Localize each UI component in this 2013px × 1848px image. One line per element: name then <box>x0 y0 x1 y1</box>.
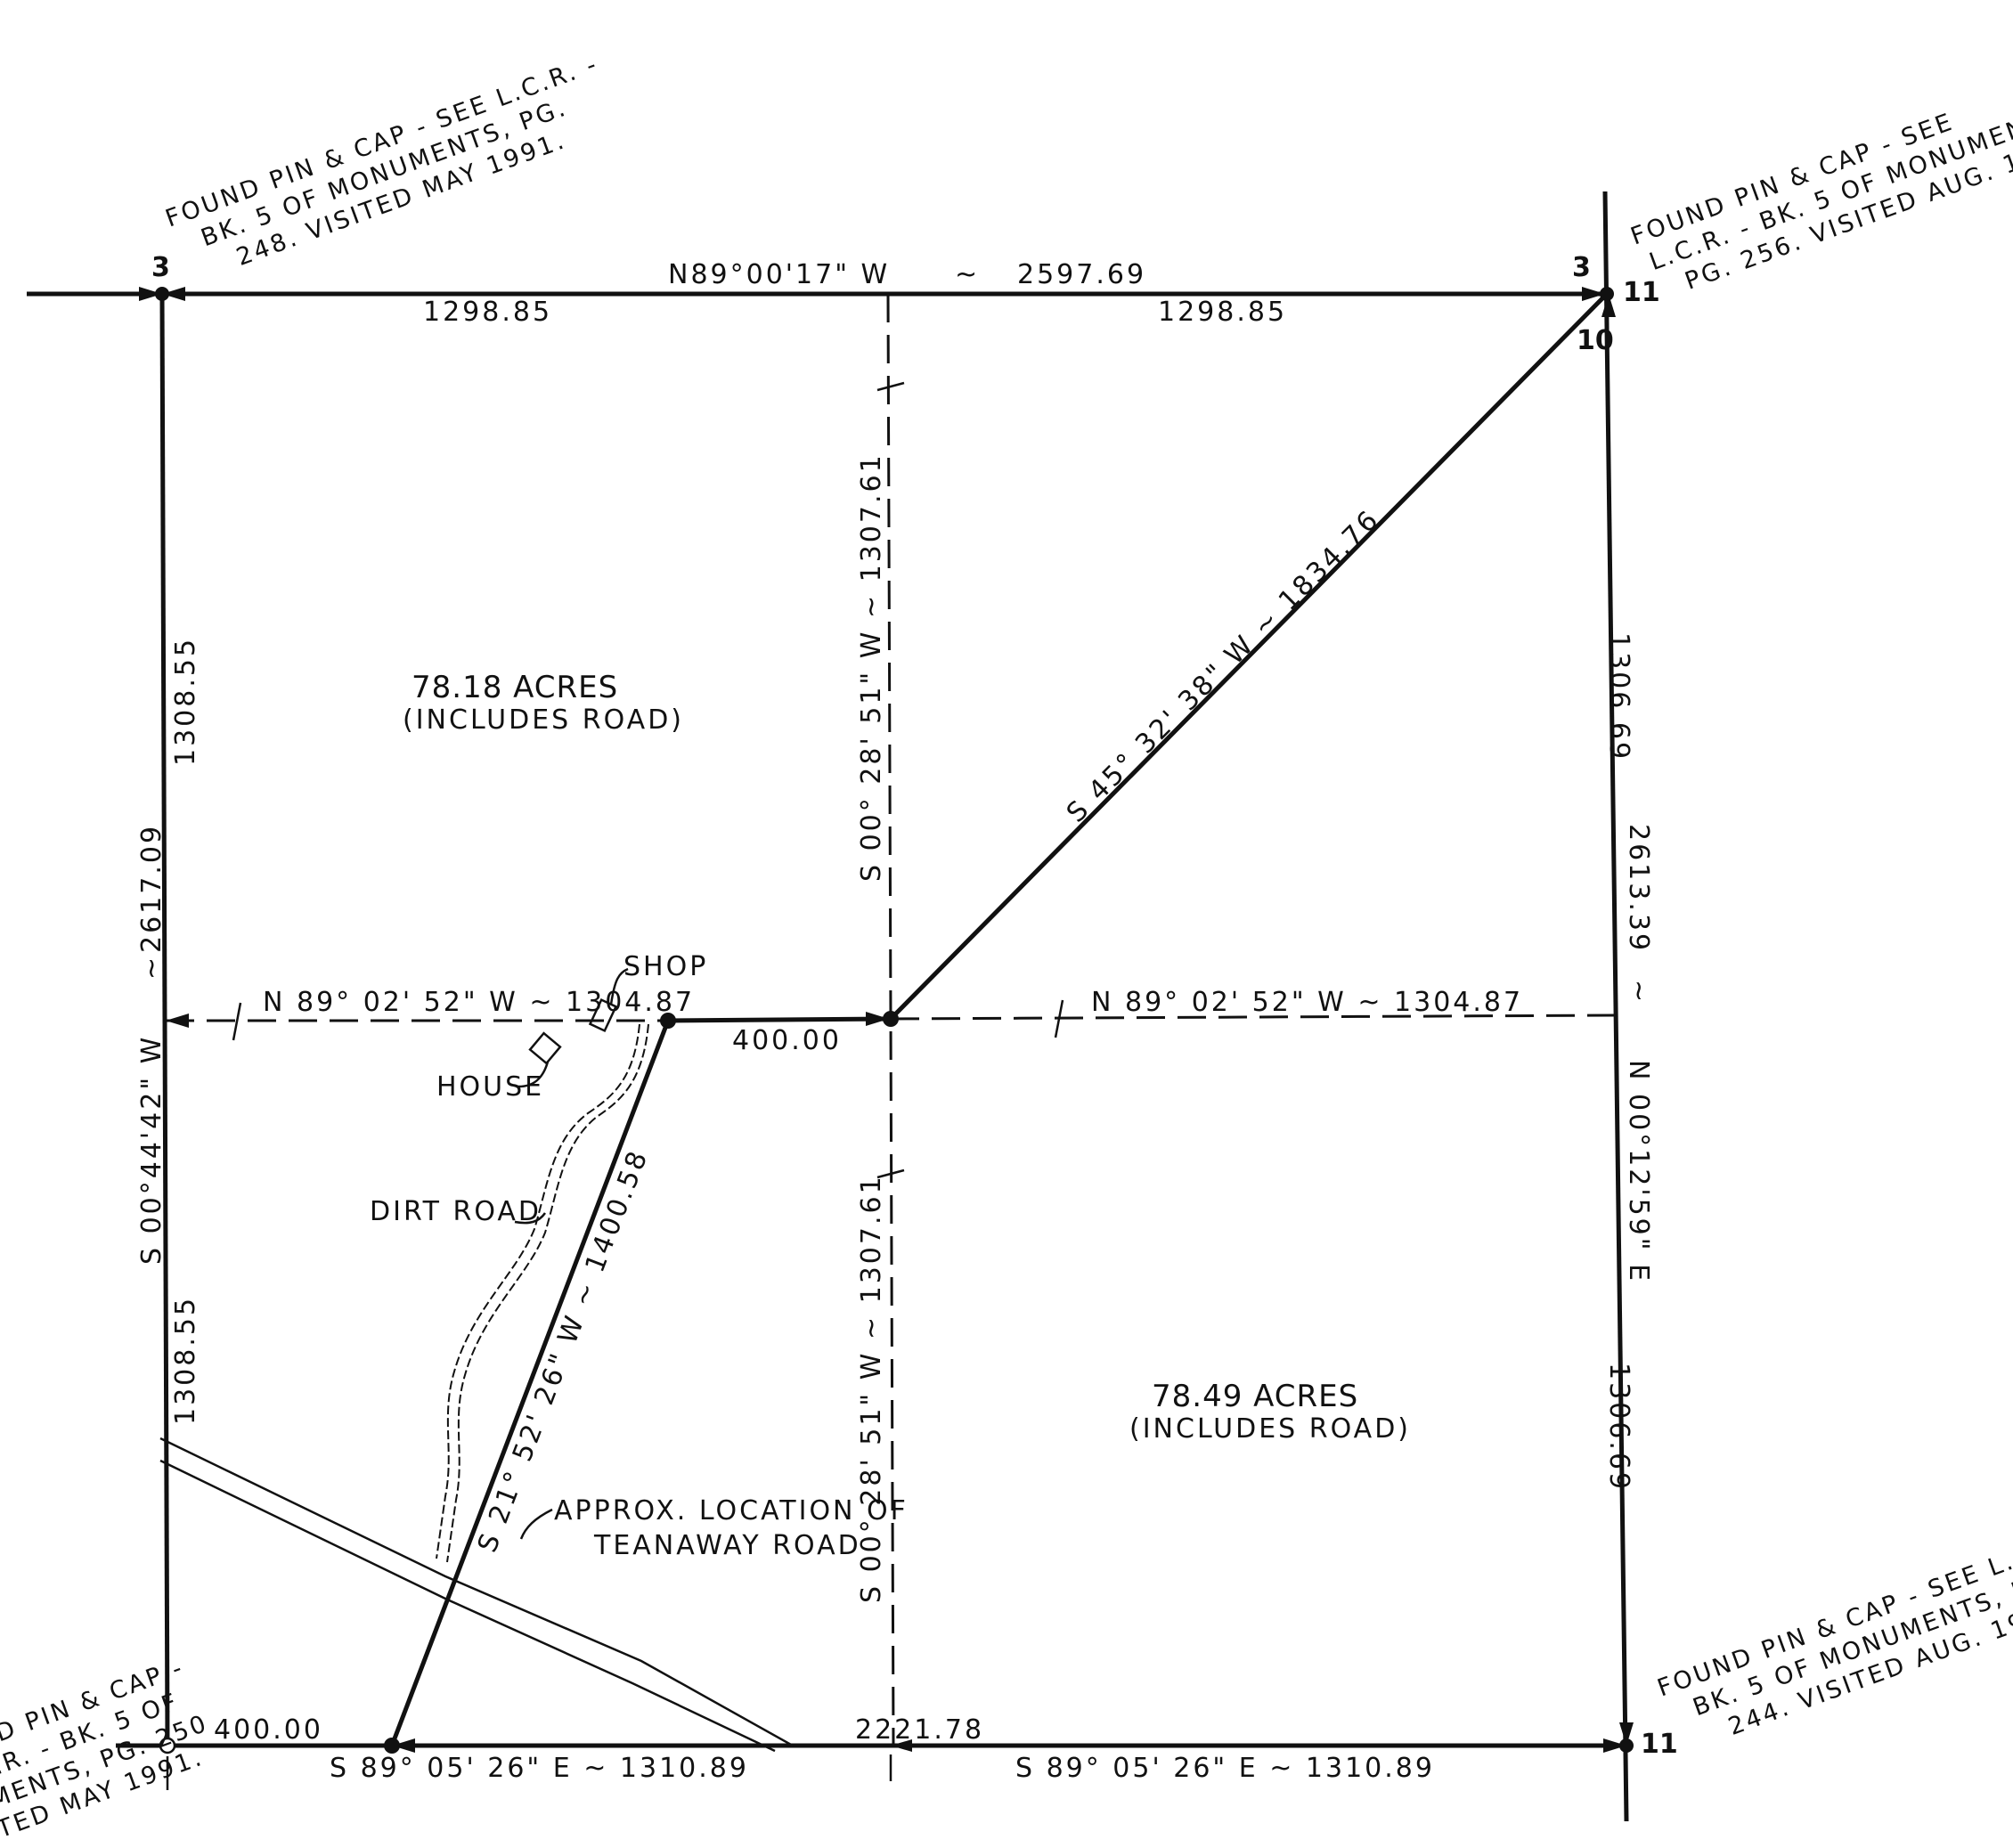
arrowhead-sw-east <box>392 1738 415 1753</box>
se-corner-monument <box>1619 1738 1634 1753</box>
south-line-west-offset: 400.00 <box>214 1714 323 1746</box>
west-line-north-half: 1308.55 <box>170 637 201 766</box>
section-number-ne-left: 3 <box>1572 252 1591 283</box>
arrowhead-nw-west <box>139 287 162 301</box>
north-south-center-line <box>886 293 895 1746</box>
offset-point-south <box>384 1738 400 1754</box>
section-number-nw: 3 <box>151 252 170 283</box>
east-boundary-line <box>1602 191 1629 1822</box>
shop-leader <box>609 967 629 1005</box>
south-parcel-note: (INCLUDES ROAD) <box>1129 1413 1411 1445</box>
north-line-east-half: 1298.85 <box>1158 297 1287 328</box>
west-boundary-line <box>159 293 170 1746</box>
west-line-south-half: 1308.55 <box>170 1296 201 1425</box>
teanaway-label-line-2: TEANAWAY ROAD <box>593 1530 861 1561</box>
east-line-bearing: N 00°12'59" E <box>1623 1060 1654 1283</box>
center-offset-distance: 400.00 <box>732 1025 842 1056</box>
nw-corner-monument <box>155 287 169 301</box>
west-line-bearing: S 00°44'42" W <box>136 1035 167 1265</box>
arrowhead-nw-east <box>162 287 185 301</box>
section-number-ne-below: 10 <box>1577 325 1614 356</box>
arrowhead-center-south <box>891 1739 912 1752</box>
south-line-east-bearing: S 89° 05' 26" E ~ 1310.89 <box>1015 1753 1435 1784</box>
dirt-road-label: DIRT ROAD <box>370 1196 542 1227</box>
dirt-road <box>436 1023 640 1559</box>
diagonal-division-line <box>889 292 1609 1021</box>
section-number-se: 11 <box>1641 1729 1678 1760</box>
ne-corner-note: FOUND PIN & CAP - SEE L.C.R. - BK. 5 OF … <box>1627 66 2013 307</box>
north-parcel-acres: 78.18 ACRES <box>412 670 618 705</box>
center-offset-line <box>667 1016 892 1023</box>
tick-mark <box>1054 999 1064 1038</box>
north-parcel-note: (INCLUDES ROAD) <box>403 704 684 736</box>
dirt-road-leader <box>514 1212 547 1225</box>
tick-mark <box>232 1002 242 1041</box>
house-structure <box>528 1031 562 1065</box>
teanaway-label-line-1: APPROX. LOCATION OF <box>554 1495 909 1526</box>
section-number-ne-right: 11 <box>1623 277 1660 308</box>
north-line-west-half: 1298.85 <box>423 297 552 328</box>
tick-mark <box>876 1168 905 1179</box>
offset-point-north <box>660 1013 676 1029</box>
teanaway-leader <box>519 1508 553 1540</box>
arrowhead-se-west <box>1603 1738 1626 1753</box>
west-line-sep: ~ <box>136 955 167 980</box>
arrowhead-west-center <box>166 1014 189 1028</box>
east-line-sep: ~ <box>1623 980 1654 1005</box>
east-line-distance: 2613.39 <box>1623 824 1654 953</box>
southwest-division-line <box>389 1020 671 1746</box>
east-line-north-half: 1306.69 <box>1603 632 1634 761</box>
teanaway-road-edge <box>159 1459 776 1753</box>
north-line-distance: 2597.69 <box>1017 259 1146 290</box>
center-line-south-bearing: S 00° 28' 51" W ~ 1307.61 <box>856 1174 887 1603</box>
shop-label: SHOP <box>623 951 708 982</box>
south-line-center-distance: 2221.78 <box>855 1714 984 1746</box>
west-line-distance: 2617.09 <box>136 824 167 953</box>
sw-corner-monument <box>159 1737 176 1754</box>
teanaway-road <box>159 1437 794 1747</box>
arrowhead-center <box>866 1012 889 1026</box>
arrowhead-ne-south <box>1601 294 1616 317</box>
north-line-sep: ~ <box>955 259 980 290</box>
tick-mark <box>876 381 905 392</box>
east-line-south-half: 1306.69 <box>1603 1363 1634 1492</box>
house-leader <box>518 1061 550 1088</box>
shop-structure <box>588 997 618 1033</box>
teanaway-road-label: APPROX. LOCATION OF TEANAWAY ROAD <box>554 1495 919 1561</box>
ne-corner-monument <box>1600 287 1614 301</box>
nw-corner-note: FOUND PIN & CAP - SEE L.C.R. - BK. 5 OF … <box>162 46 633 289</box>
south-parcel-acres: 78.49 ACRES <box>1152 1379 1358 1414</box>
diagonal-line-bearing: S 45° 32' 38" W ~ 1834.76 <box>1061 503 1386 828</box>
sw-corner-note: FOUND PIN & CAP - SEE L.C.R. - BK. 5 OF … <box>0 1649 232 1848</box>
center-line-east-bearing: N 89° 02' 52" W ~ 1304.87 <box>1091 987 1523 1018</box>
north-line-bearing: N89°00'17" W <box>668 259 890 290</box>
center-line-north-bearing: S 00° 28' 51" W ~ 1307.61 <box>856 452 887 882</box>
se-corner-note: FOUND PIN & CAP - SEE L.C.R. - BK. 5 OF … <box>1654 1516 2013 1759</box>
center-point <box>883 1011 899 1027</box>
south-line-west-bearing: S 89° 05' 26" E ~ 1310.89 <box>330 1753 749 1784</box>
center-line-west-bearing: N 89° 02' 52" W ~ 1304.87 <box>263 987 695 1018</box>
arrowhead-se-north <box>1619 1722 1634 1746</box>
arrowhead-ne <box>1582 287 1605 301</box>
house-label: HOUSE <box>436 1071 544 1103</box>
dirt-road-edge <box>446 1023 649 1563</box>
